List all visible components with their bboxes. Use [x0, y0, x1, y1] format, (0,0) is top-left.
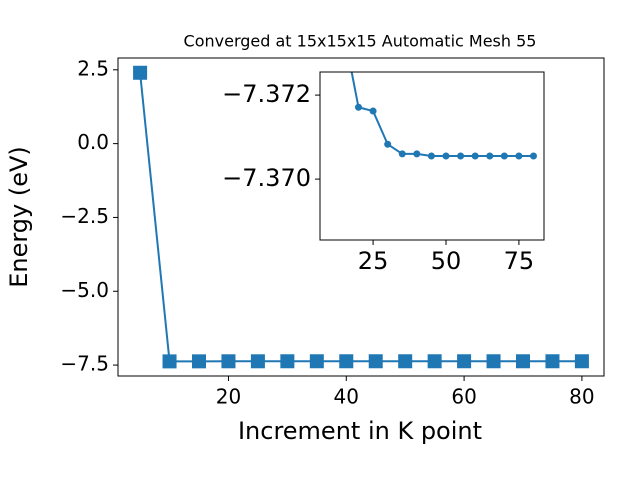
y-axis-label: Energy (eV) [5, 146, 33, 288]
marker [457, 152, 465, 160]
plot-clip [133, 65, 589, 369]
marker [545, 354, 560, 369]
marker [457, 354, 472, 369]
marker [355, 103, 362, 111]
marker [250, 354, 265, 369]
y-tick-label: −5.0 [60, 278, 109, 302]
marker [516, 354, 530, 369]
y-tick-label: −7.5 [60, 352, 109, 376]
x-tick-label: 80 [569, 385, 594, 409]
x-tick-label: 60 [451, 385, 476, 409]
marker [427, 152, 435, 160]
x-tick-label: 75 [504, 247, 535, 275]
marker [309, 354, 324, 369]
marker [442, 152, 450, 160]
marker [162, 354, 177, 369]
marker [368, 354, 383, 369]
marker [530, 152, 537, 160]
marker [486, 152, 494, 160]
marker [398, 150, 406, 158]
marker [192, 354, 206, 369]
marker [133, 65, 148, 80]
marker [369, 107, 377, 115]
y-tick-label: −7.370 [222, 164, 311, 192]
plot-clip [350, 72, 537, 160]
marker [413, 150, 421, 158]
marker [339, 354, 354, 369]
marker [280, 354, 295, 369]
axes-frame [319, 71, 545, 241]
marker [427, 354, 442, 369]
marker [515, 152, 523, 160]
marker [471, 152, 479, 160]
x-tick-label: 25 [358, 247, 389, 275]
marker [486, 354, 501, 369]
x-tick-label: 50 [431, 247, 462, 275]
y-tick-label: −2.5 [60, 204, 109, 228]
x-tick-label: 20 [216, 385, 241, 409]
marker [574, 354, 589, 369]
y-tick-label: 2.5 [77, 56, 109, 80]
marker [398, 354, 413, 369]
marker [384, 140, 392, 148]
marker [500, 152, 508, 160]
chart-title: Converged at 15x15x15 Automatic Mesh 55 [184, 32, 537, 51]
axes-frame [117, 57, 605, 377]
x-axis-label: Increment in K point [238, 417, 482, 445]
series-line [139, 72, 582, 363]
y-tick-label: −7.372 [222, 80, 311, 108]
x-tick-label: 40 [334, 385, 359, 409]
y-tick-label: 0.0 [77, 130, 109, 154]
marker [221, 354, 236, 369]
